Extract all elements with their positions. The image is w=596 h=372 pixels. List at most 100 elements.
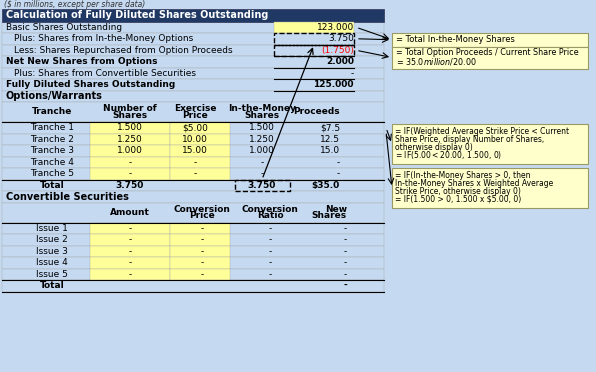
Text: -: - <box>128 224 132 233</box>
Text: otherwise display 0): otherwise display 0) <box>395 142 473 151</box>
Bar <box>2 79 384 90</box>
Text: $7.5: $7.5 <box>320 123 340 132</box>
Text: Strike Price, otherwise display 0): Strike Price, otherwise display 0) <box>395 186 521 196</box>
Text: -: - <box>268 258 272 267</box>
Text: -: - <box>344 247 347 256</box>
Text: -: - <box>200 235 204 244</box>
Text: 1.250: 1.250 <box>117 135 143 144</box>
Text: Net New Shares from Options: Net New Shares from Options <box>6 57 157 66</box>
Bar <box>90 257 170 269</box>
Text: Shares: Shares <box>244 111 280 120</box>
Text: In-the-Money: In-the-Money <box>228 104 296 113</box>
Text: Shares: Shares <box>312 212 347 221</box>
Text: = IF(1.500 > 0, 1.500 x $5.00, 0): = IF(1.500 > 0, 1.500 x $5.00, 0) <box>395 195 522 203</box>
Bar <box>170 157 230 168</box>
Bar <box>2 122 384 134</box>
Bar <box>90 269 170 280</box>
Text: Calculation of Fully Diluted Shares Outstanding: Calculation of Fully Diluted Shares Outs… <box>6 10 268 20</box>
Text: -: - <box>337 158 340 167</box>
Text: 1.250: 1.250 <box>249 135 275 144</box>
Bar <box>274 45 354 56</box>
Text: 3.750: 3.750 <box>248 181 276 190</box>
Text: -: - <box>128 235 132 244</box>
Text: -: - <box>344 258 347 267</box>
Bar <box>2 145 384 157</box>
Text: Tranche: Tranche <box>32 108 72 116</box>
Text: Proceeds: Proceeds <box>293 108 340 116</box>
Text: -: - <box>268 224 272 233</box>
Text: = IF(Weighted Average Strike Price < Current: = IF(Weighted Average Strike Price < Cur… <box>395 126 569 135</box>
Bar <box>2 102 384 122</box>
Bar <box>170 257 230 269</box>
Text: Conversion: Conversion <box>173 205 231 214</box>
Text: Issue 3: Issue 3 <box>36 247 68 256</box>
Bar <box>2 134 384 145</box>
Text: -: - <box>128 270 132 279</box>
Bar <box>2 180 384 191</box>
Bar <box>392 124 588 164</box>
Text: Plus: Shares from Convertible Securities: Plus: Shares from Convertible Securities <box>14 69 196 78</box>
Text: -: - <box>351 69 354 78</box>
Bar <box>2 45 384 56</box>
Text: In-the-Money Shares x Weighted Average: In-the-Money Shares x Weighted Average <box>395 179 553 187</box>
Text: 12.5: 12.5 <box>320 135 340 144</box>
Text: -: - <box>193 169 197 178</box>
Text: $5.00: $5.00 <box>182 123 208 132</box>
Text: Tranche 2: Tranche 2 <box>30 135 74 144</box>
Text: Tranche 1: Tranche 1 <box>30 123 74 132</box>
Bar <box>2 234 384 246</box>
Bar <box>90 222 170 234</box>
Bar <box>170 145 230 157</box>
Text: Issue 4: Issue 4 <box>36 258 68 267</box>
Bar <box>2 67 384 79</box>
Text: -: - <box>200 247 204 256</box>
Text: 10.00: 10.00 <box>182 135 208 144</box>
Bar <box>90 134 170 145</box>
Text: -: - <box>268 247 272 256</box>
Bar <box>2 222 384 234</box>
Text: 1.500: 1.500 <box>249 123 275 132</box>
Text: Tranche 5: Tranche 5 <box>30 169 74 178</box>
Bar <box>2 269 384 280</box>
Text: = Total In-the-Money Shares: = Total In-the-Money Shares <box>396 35 515 44</box>
Text: Amount: Amount <box>110 208 150 217</box>
Bar <box>2 9 384 22</box>
Bar <box>90 168 170 180</box>
Bar <box>2 280 384 292</box>
Text: Plus: Shares from In-the-Money Options: Plus: Shares from In-the-Money Options <box>14 34 193 43</box>
Text: -: - <box>268 270 272 279</box>
Text: Share Price, display Number of Shares,: Share Price, display Number of Shares, <box>395 135 544 144</box>
Bar <box>392 33 588 46</box>
Text: -: - <box>260 169 263 178</box>
Text: Ratio: Ratio <box>257 212 283 221</box>
Text: Tranche 4: Tranche 4 <box>30 158 74 167</box>
Text: 1.500: 1.500 <box>117 123 143 132</box>
Text: Fully Diluted Shares Outstanding: Fully Diluted Shares Outstanding <box>6 80 175 89</box>
Bar <box>2 90 384 102</box>
Text: 3.750: 3.750 <box>328 34 354 43</box>
Bar <box>2 168 384 180</box>
Text: = $35.0 million / $20.00: = $35.0 million / $20.00 <box>396 56 477 67</box>
Text: Issue 5: Issue 5 <box>36 270 68 279</box>
Bar <box>170 168 230 180</box>
Bar <box>392 46 588 68</box>
Text: New: New <box>325 205 347 214</box>
Text: Options/Warrants: Options/Warrants <box>6 91 103 101</box>
Bar <box>90 234 170 246</box>
Text: $35.0: $35.0 <box>312 181 340 190</box>
Text: = IF(In-the-Money Shares > 0, then: = IF(In-the-Money Shares > 0, then <box>395 170 530 180</box>
Bar <box>170 234 230 246</box>
Text: Price: Price <box>189 212 215 221</box>
Bar <box>90 157 170 168</box>
Text: Tranche 3: Tranche 3 <box>30 146 74 155</box>
Bar <box>170 222 230 234</box>
Text: 1.000: 1.000 <box>117 146 143 155</box>
Text: -: - <box>200 270 204 279</box>
Bar <box>274 22 354 33</box>
Bar <box>2 157 384 168</box>
Bar <box>234 180 290 191</box>
Bar <box>90 122 170 134</box>
Text: 1.000: 1.000 <box>249 146 275 155</box>
Text: Shares: Shares <box>113 111 148 120</box>
Text: 2.000: 2.000 <box>326 57 354 66</box>
